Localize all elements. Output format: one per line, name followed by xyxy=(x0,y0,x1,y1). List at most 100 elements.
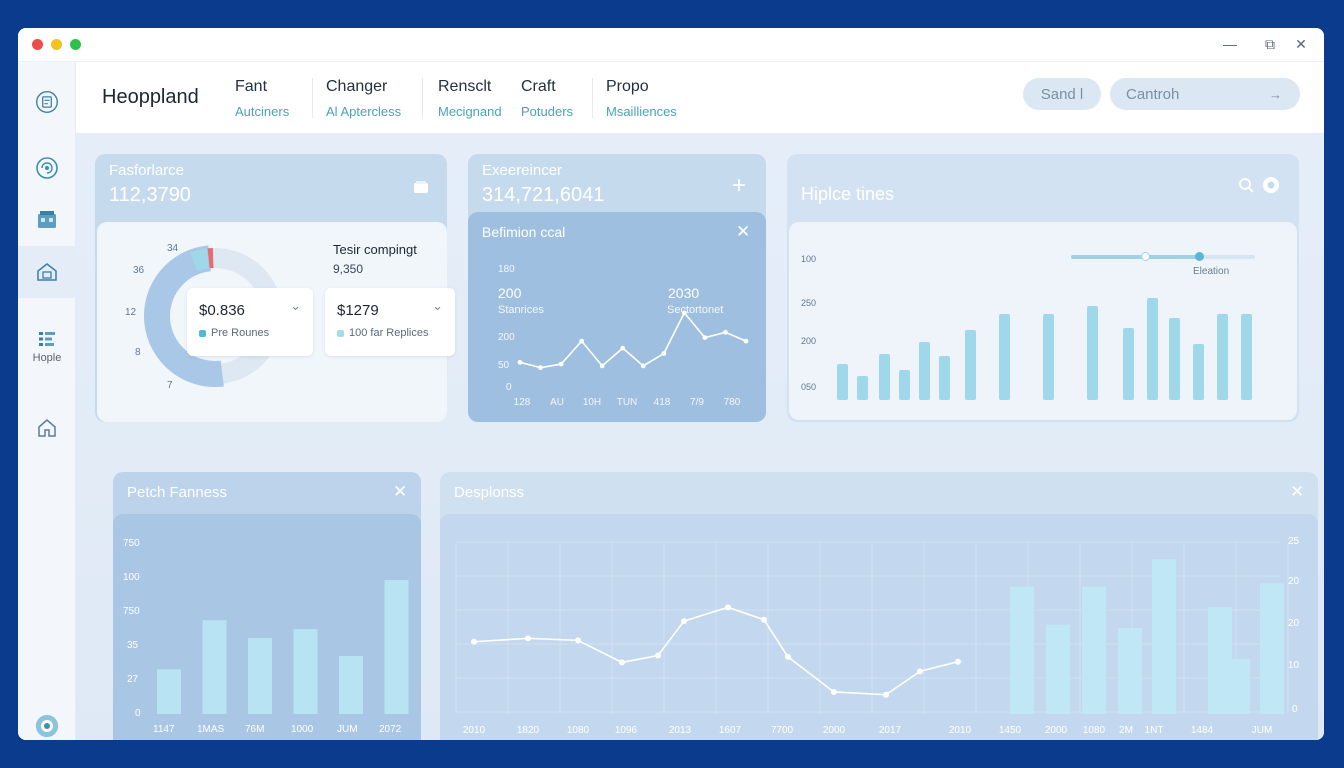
nav-subtitle: Mecignand xyxy=(438,104,502,119)
store-icon xyxy=(38,211,56,228)
panel-title: Befimion ccal xyxy=(482,224,566,240)
pie-label: 36 xyxy=(133,265,145,276)
bar xyxy=(1241,314,1252,400)
bar xyxy=(1193,344,1204,400)
brain-icon xyxy=(36,157,58,179)
nav-item-craft[interactable]: Craft Potuders xyxy=(521,78,573,119)
bar xyxy=(1217,314,1228,400)
user-avatar[interactable] xyxy=(18,708,76,740)
nav-item-rensclt[interactable]: Rensclt Mecignand xyxy=(438,78,502,119)
card-petch-fanness: Petch Fanness ✕ 750 100 750 35 27 0 1147… xyxy=(113,472,421,740)
close-icon[interactable]: ✕ xyxy=(736,222,751,241)
x-axis-label: 128 xyxy=(514,397,531,408)
metric-box-pre-rounes[interactable]: $0.836 ⌄ Pre Rounes xyxy=(187,288,313,356)
x-axis-label: 1000 xyxy=(291,724,314,735)
card-title: Petch Fanness xyxy=(127,484,228,501)
bar xyxy=(1147,298,1158,400)
nav-title: Craft xyxy=(521,78,556,95)
x-axis-label: 418 xyxy=(654,397,671,408)
data-point xyxy=(681,310,687,316)
close-button[interactable]: ✕ xyxy=(1295,36,1307,52)
chevron-down-icon[interactable]: ⌄ xyxy=(432,298,443,313)
pie-label: 34 xyxy=(167,243,179,254)
x-axis-label: JUM xyxy=(1252,725,1273,736)
data-point xyxy=(525,635,531,642)
y-axis-label: 200 xyxy=(801,336,817,346)
minimize-button[interactable]: — xyxy=(1223,36,1237,52)
nav-subtitle: Al Aptercless xyxy=(326,104,402,119)
sidebar-item-list[interactable] xyxy=(18,324,76,354)
maximize-window-dot[interactable] xyxy=(70,39,81,50)
bar xyxy=(1260,583,1284,714)
dashboard-content: Fasforlarce 112,3790 34 36 12 8 7 Tesir … xyxy=(76,134,1324,740)
search-icon[interactable] xyxy=(1237,176,1255,194)
card-value: 112,3790 xyxy=(109,184,191,206)
sidebar-label-hople: Hople xyxy=(32,352,62,364)
settings-icon[interactable] xyxy=(1261,175,1281,195)
card-performance: Fasforlarce 112,3790 34 36 12 8 7 Tesir … xyxy=(95,154,455,422)
y-axis-label: 100 xyxy=(801,254,817,264)
annotation-value: 200 xyxy=(498,285,522,301)
hiplce-chart-panel: 100 250 200 050 Eleation xyxy=(789,222,1297,420)
y-axis-label: 27 xyxy=(127,674,139,685)
wallet-icon[interactable] xyxy=(412,179,430,195)
data-point xyxy=(661,351,667,356)
app-logo-icon[interactable] xyxy=(18,76,76,128)
range-slider-handle[interactable] xyxy=(1141,252,1150,261)
x-axis-label: 1607 xyxy=(719,725,742,736)
pie-label: 7 xyxy=(167,380,173,391)
sidebar-item-home-lab[interactable] xyxy=(18,246,76,298)
close-icon[interactable]: ✕ xyxy=(1290,482,1305,501)
x-axis-label: 1484 xyxy=(1191,725,1214,736)
data-point xyxy=(640,363,646,369)
metric-value: $0.836 xyxy=(199,302,245,319)
y-axis-label: 250 xyxy=(801,298,817,308)
y-axis-label: 200 xyxy=(498,332,515,343)
card-title: Fasforlarce xyxy=(109,162,185,179)
bar xyxy=(999,314,1010,400)
x-axis-label: 1MAS xyxy=(197,724,225,735)
y-axis-label: 0 xyxy=(135,708,141,719)
close-icon[interactable]: ✕ xyxy=(393,482,408,501)
annotation-value: 2030 xyxy=(668,285,700,301)
send-button[interactable]: Sand l xyxy=(1023,78,1101,110)
cantroh-button[interactable]: Cantroh → xyxy=(1110,78,1300,110)
x-axis-label: 2017 xyxy=(879,725,902,736)
y-axis-label: 180 xyxy=(498,264,515,275)
data-point xyxy=(538,365,543,371)
card-desplonss: Desplonss ✕ 2010 1820 1080 1096 2013 1607 7700… xyxy=(440,472,1318,740)
y-axis-label: 0 xyxy=(506,382,512,393)
metric-value: $1279 xyxy=(337,302,379,319)
sidebar-item-home[interactable] xyxy=(18,402,76,454)
data-point xyxy=(517,359,523,365)
data-point xyxy=(831,688,837,695)
sidebar-item-brain[interactable] xyxy=(18,142,76,194)
nav-item-changer[interactable]: Changer Al Aptercless xyxy=(326,78,401,119)
close-window-dot[interactable] xyxy=(32,39,43,50)
x-axis-label: 10H xyxy=(583,397,601,408)
bar xyxy=(1087,306,1098,400)
x-axis-label: AU xyxy=(550,397,564,408)
add-icon[interactable]: + xyxy=(732,172,747,199)
nav-item-propo[interactable]: Propo Msailliences xyxy=(606,78,677,119)
metric-box-replices[interactable]: $1279 ⌄ 100 far Replices xyxy=(325,288,455,356)
bar xyxy=(1043,314,1054,400)
range-slider-handle[interactable] xyxy=(1195,252,1204,261)
x-axis-label: TUN xyxy=(617,397,638,408)
data-point xyxy=(579,338,585,344)
bar xyxy=(879,354,890,400)
minimize-window-dot[interactable] xyxy=(51,39,62,50)
data-point xyxy=(620,345,626,351)
donut-segment xyxy=(144,245,224,387)
nav-item-fant[interactable]: Fant Autciners xyxy=(235,78,289,119)
chevron-down-icon[interactable]: ⌄ xyxy=(290,298,301,313)
y-axis-label: 50 xyxy=(498,360,510,371)
data-point xyxy=(558,361,564,367)
x-axis-label: 7/9 xyxy=(690,397,704,408)
x-axis-label: 2010 xyxy=(949,725,972,736)
legend-swatch xyxy=(337,330,344,337)
restore-button[interactable]: ⧉ xyxy=(1265,36,1275,52)
x-axis-label: 1080 xyxy=(567,725,590,736)
sidebar-item-store[interactable] xyxy=(18,194,76,246)
data-point xyxy=(655,652,661,659)
